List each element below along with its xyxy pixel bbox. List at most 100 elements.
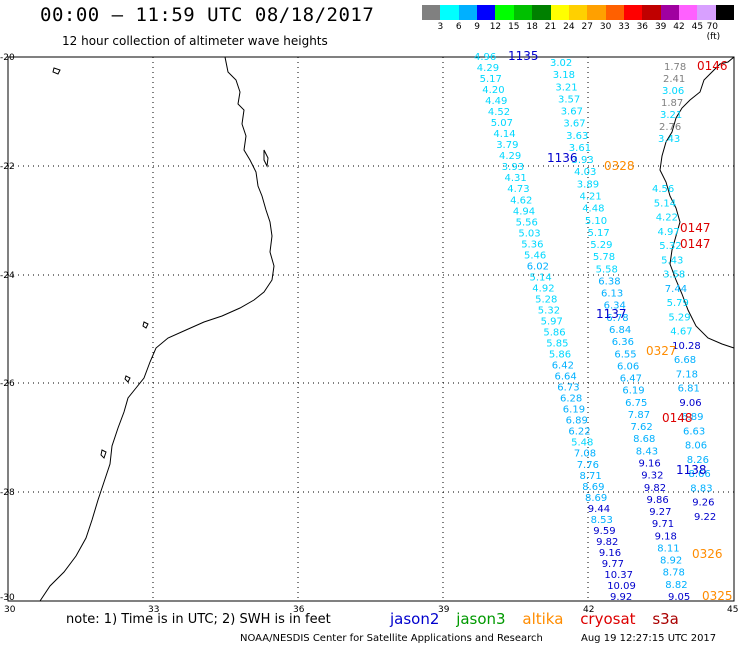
swh-value: 9.18 bbox=[655, 531, 677, 542]
note: note: 1) Time is in UTC; 2) SWH is in fe… bbox=[66, 612, 331, 627]
swh-value: 3.57 bbox=[558, 94, 580, 105]
island-bazaruto bbox=[263, 149, 269, 168]
swh-value: 7.44 bbox=[665, 284, 687, 295]
scale-label: 45 bbox=[691, 22, 704, 32]
swh-value: 8.26 bbox=[687, 455, 709, 466]
swh-value: 5.56 bbox=[516, 217, 538, 228]
pass-labels: 1135 1136 0328 0146 0147 0147 1137 0327 0148 1138… bbox=[508, 49, 733, 603]
swh-value: 5.48 bbox=[571, 438, 593, 449]
swh-value: 9.27 bbox=[649, 507, 671, 518]
swh-value: 3.67 bbox=[561, 107, 583, 118]
swh-value: 9.05 bbox=[668, 592, 690, 603]
swh-value: 5.32 bbox=[538, 306, 560, 317]
swh-value: 5.10 bbox=[585, 216, 607, 227]
swh-value: 6.19 bbox=[622, 386, 644, 397]
swh-value: 5.86 bbox=[543, 328, 565, 339]
scale-swatch bbox=[458, 5, 478, 20]
scale-swatch bbox=[550, 5, 569, 20]
swh-value: 3.06 bbox=[662, 86, 684, 97]
swh-value: 5.86 bbox=[549, 350, 571, 361]
swh-value: 3.18 bbox=[553, 70, 575, 81]
scale-label: 12 bbox=[489, 22, 502, 32]
swh-value: 8.83 bbox=[690, 484, 712, 495]
swh-value: 5.58 bbox=[596, 264, 618, 275]
lon-tick-33: 33 bbox=[148, 605, 159, 615]
scale-swatch bbox=[587, 5, 606, 20]
swh-value: 2.76 bbox=[659, 122, 681, 133]
scale-label: 9 bbox=[474, 22, 480, 32]
swh-value: 5.85 bbox=[546, 339, 568, 350]
swh-value: 3.89 bbox=[577, 179, 599, 190]
swh-value: 8.53 bbox=[591, 515, 613, 526]
swh-value: 10.28 bbox=[672, 341, 701, 352]
lat-tick-28: -28 bbox=[0, 488, 15, 498]
scale-label: 30 bbox=[599, 22, 612, 32]
swh-value: 2.41 bbox=[663, 74, 685, 85]
swh-value: 5.32 bbox=[659, 241, 681, 252]
swh-value: 8.69 bbox=[585, 493, 607, 504]
swh-value: 5.46 bbox=[524, 250, 546, 261]
swh-values: 4.964.295.174.204.494.525.074.143.794.29… bbox=[474, 52, 716, 603]
swh-value: 6.89 bbox=[681, 412, 703, 423]
scale-label: 70 (ft) bbox=[706, 22, 721, 42]
swh-value: 5.14 bbox=[654, 198, 676, 209]
swh-value: 9.86 bbox=[647, 495, 669, 506]
map-title: 00:00 – 11:59 UTC 08/18/2017 bbox=[40, 4, 375, 26]
swh-value: 9.71 bbox=[652, 519, 674, 530]
swh-value: 8.92 bbox=[660, 556, 682, 567]
swh-value: 6.55 bbox=[614, 349, 636, 360]
scale-swatch bbox=[568, 5, 588, 20]
swh-value: 3.67 bbox=[563, 119, 585, 130]
swh-value: 3.61 bbox=[569, 143, 591, 154]
pass-label: 0327 bbox=[646, 344, 677, 358]
credit-text: NOAA/NESDIS Center for Satellite Applica… bbox=[240, 633, 543, 644]
lat-tick-24: -24 bbox=[0, 271, 15, 281]
pass-label: 1138 bbox=[676, 463, 707, 477]
swh-value: 8.78 bbox=[663, 568, 685, 579]
pass-label: 1135 bbox=[508, 49, 539, 63]
swh-value: 9.59 bbox=[593, 526, 615, 537]
swh-value: 3.58 bbox=[663, 270, 685, 281]
pass-label: 0147 bbox=[680, 237, 711, 251]
swh-value: 4.97 bbox=[658, 227, 680, 238]
swh-value: 9.44 bbox=[588, 504, 610, 515]
swh-value: 9.32 bbox=[641, 471, 663, 482]
timestamp-text: Aug 19 12:27:15 UTC 2017 bbox=[581, 633, 717, 644]
color-scale-labels: 3 6 9 12 15 18 21 24 27 30 33 36 39 42 45 70 (ft) bbox=[422, 22, 734, 42]
swh-value: 9.82 bbox=[596, 537, 618, 548]
legend-jason3: jason3 bbox=[456, 610, 506, 628]
scale-label: 27 bbox=[581, 22, 593, 32]
lon-tick-45: 45 bbox=[727, 605, 738, 615]
lon-tick-36: 36 bbox=[293, 605, 305, 615]
swh-value: 4.29 bbox=[477, 63, 499, 74]
swh-value: 6.75 bbox=[625, 398, 647, 409]
pass-label: 0148 bbox=[662, 411, 693, 425]
swh-value: 9.92 bbox=[610, 592, 632, 603]
swh-value: 6.68 bbox=[674, 355, 696, 366]
swh-value: 9.77 bbox=[602, 559, 624, 570]
swh-value: 5.97 bbox=[541, 317, 563, 328]
swh-value: 1.78 bbox=[664, 62, 686, 73]
swh-value: 6.78 bbox=[606, 313, 628, 324]
swh-value: 6.28 bbox=[560, 394, 582, 405]
scale-swatch bbox=[679, 5, 698, 20]
pass-label: 0328 bbox=[604, 159, 635, 173]
swh-value: 6.64 bbox=[555, 372, 577, 383]
lat-tick-labels: -20 -22 -24 -26 -28 -30 bbox=[0, 53, 15, 603]
lat-tick-22: -22 bbox=[0, 162, 15, 172]
swh-value: 6.36 bbox=[612, 337, 634, 348]
scale-swatch bbox=[715, 5, 735, 20]
scale-label: 39 bbox=[654, 22, 667, 32]
swh-value: 8.06 bbox=[685, 441, 707, 452]
scale-label: 42 bbox=[673, 22, 685, 32]
legend-cryosat: cryosat bbox=[580, 610, 636, 628]
legend-s3a: s3a bbox=[652, 610, 679, 628]
swh-value: 5.79 bbox=[667, 298, 689, 309]
island-small-4 bbox=[100, 449, 107, 459]
swh-value: 7.87 bbox=[628, 410, 650, 421]
swh-value: 3.63 bbox=[566, 131, 588, 142]
swh-value: 4.67 bbox=[670, 327, 692, 338]
swh-value: 4.22 bbox=[656, 213, 678, 224]
swh-value: 6.22 bbox=[568, 427, 590, 438]
swh-value: 5.17 bbox=[480, 74, 502, 85]
